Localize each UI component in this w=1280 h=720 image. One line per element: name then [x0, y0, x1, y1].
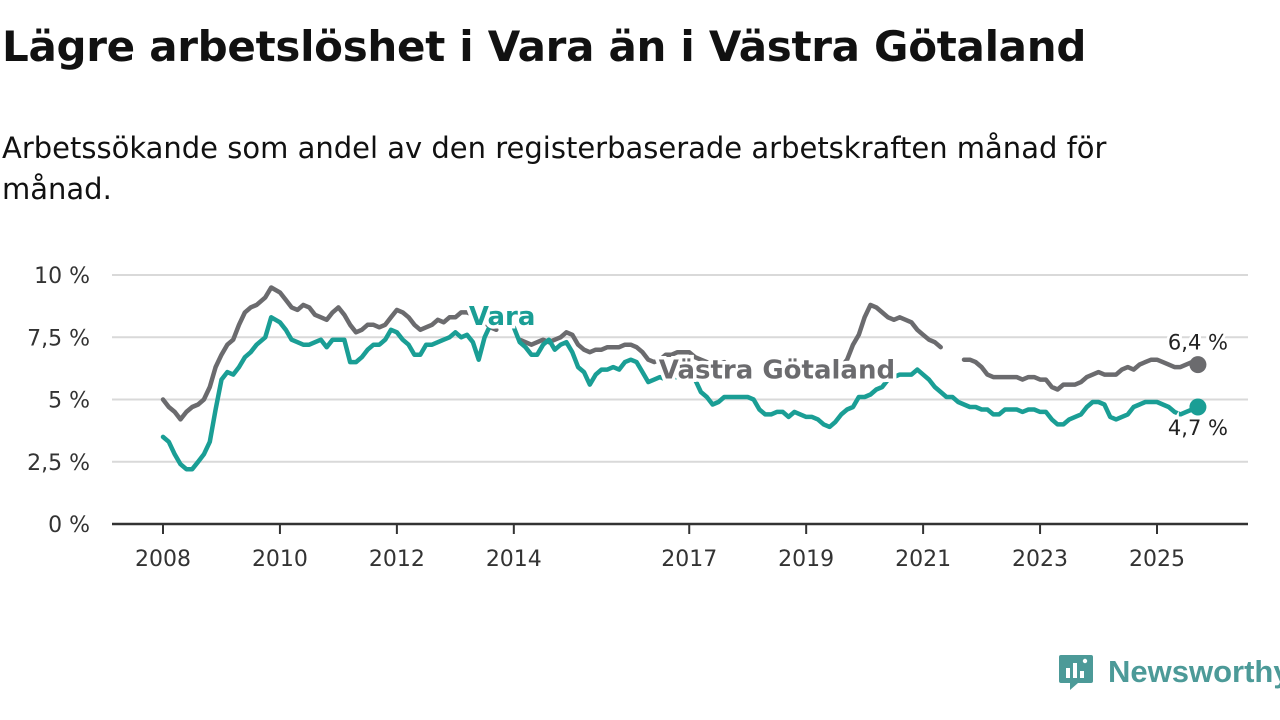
series-end-dot-vara — [1189, 398, 1207, 416]
brand-name: Newsworthy — [1108, 654, 1280, 689]
x-tick-label: 2012 — [369, 547, 425, 572]
x-tick-label: 2023 — [1012, 547, 1068, 572]
series-line-vara — [160, 315, 1201, 472]
series-label-v-stra-g-taland: Västra Götaland — [659, 356, 895, 386]
y-tick-label: 0 % — [48, 513, 90, 538]
x-axis: 2008 2010 2012 2014 2017 2019 2021 2023 2025 — [112, 522, 1248, 572]
series-labels: 6,4 % 4,7 % Vara Västra Götaland — [465, 299, 1231, 443]
series-end-dot-v-stra-g-taland — [1189, 356, 1207, 374]
y-tick-label: 5 % — [48, 389, 90, 414]
chart-title: Lägre arbetslöshet i Vara än i Västra Gö… — [2, 22, 1087, 71]
newsworthy-brand: Newsworthy — [1058, 653, 1280, 691]
x-tick-label: 2021 — [895, 547, 951, 572]
y-tick-label: 2,5 % — [27, 451, 90, 476]
y-axis-tick-labels: 0 % 2,5 % 5 % 7,5 % 10 % — [27, 264, 90, 538]
end-label-vara: 4,7 % — [1168, 416, 1228, 440]
x-tick-label: 2017 — [661, 547, 717, 572]
x-tick-label: 2025 — [1129, 547, 1185, 572]
series-line-v-stra-g-taland — [160, 285, 1201, 422]
chart-subtitle: Arbetssökande som andel av den registerb… — [2, 131, 1107, 206]
series-lines — [160, 285, 1207, 472]
newsworthy-logo-icon — [1059, 655, 1093, 690]
end-label-vastra-gotaland: 6,4 % — [1168, 331, 1228, 355]
x-tick-label: 2010 — [252, 547, 308, 572]
y-tick-label: 10 % — [34, 264, 90, 289]
series-label-vara: Vara — [469, 302, 536, 332]
x-tick-label: 2008 — [135, 547, 191, 572]
grid-lines — [112, 274, 1248, 463]
x-tick-label: 2019 — [778, 547, 834, 572]
y-tick-label: 7,5 % — [27, 326, 90, 351]
x-tick-label: 2014 — [486, 547, 542, 572]
